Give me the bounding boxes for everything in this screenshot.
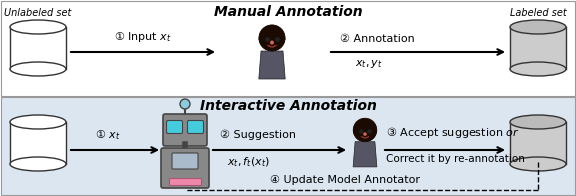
Ellipse shape	[510, 157, 566, 171]
Bar	[1, 97, 575, 195]
FancyBboxPatch shape	[510, 27, 566, 69]
Circle shape	[353, 118, 377, 142]
Ellipse shape	[10, 20, 66, 34]
Wedge shape	[353, 118, 365, 132]
Bar	[1, 1, 575, 96]
Wedge shape	[259, 25, 272, 40]
Text: Unlabeled set: Unlabeled set	[4, 8, 71, 18]
Ellipse shape	[10, 62, 66, 76]
Text: ② Annotation: ② Annotation	[340, 34, 415, 44]
FancyBboxPatch shape	[510, 122, 566, 164]
FancyBboxPatch shape	[161, 148, 209, 188]
Text: Interactive Annotation: Interactive Annotation	[199, 99, 377, 113]
Ellipse shape	[510, 62, 566, 76]
FancyBboxPatch shape	[10, 27, 66, 69]
Ellipse shape	[510, 115, 566, 129]
Ellipse shape	[510, 20, 566, 34]
Ellipse shape	[10, 115, 66, 129]
Text: $x_t, y_t$: $x_t, y_t$	[355, 58, 383, 70]
Text: ④ Update Model Annotator: ④ Update Model Annotator	[270, 175, 420, 185]
Bar	[169, 178, 201, 185]
Text: ② Suggestion: ② Suggestion	[220, 130, 296, 140]
Wedge shape	[259, 38, 285, 51]
FancyBboxPatch shape	[10, 122, 66, 164]
Circle shape	[363, 132, 367, 136]
FancyBboxPatch shape	[172, 153, 198, 169]
Circle shape	[270, 41, 274, 44]
Wedge shape	[353, 130, 377, 142]
Polygon shape	[353, 142, 377, 167]
Polygon shape	[259, 51, 285, 79]
Text: ① Input $x_t$: ① Input $x_t$	[114, 30, 172, 44]
Circle shape	[259, 25, 285, 51]
Text: Manual Annotation: Manual Annotation	[214, 5, 362, 19]
Circle shape	[180, 99, 190, 109]
FancyBboxPatch shape	[188, 121, 203, 133]
Text: $x_t, f_t(x_t)$: $x_t, f_t(x_t)$	[226, 155, 270, 169]
Text: Correct it by re-annotation: Correct it by re-annotation	[386, 154, 525, 164]
Wedge shape	[272, 25, 285, 40]
Text: ③ Accept suggestion $\it{or}$: ③ Accept suggestion $\it{or}$	[386, 125, 520, 140]
Wedge shape	[365, 118, 377, 132]
FancyBboxPatch shape	[163, 114, 207, 146]
Text: ① $x_t$: ① $x_t$	[95, 128, 121, 142]
Text: Labeled set: Labeled set	[510, 8, 566, 18]
FancyBboxPatch shape	[166, 121, 183, 133]
Ellipse shape	[10, 157, 66, 171]
